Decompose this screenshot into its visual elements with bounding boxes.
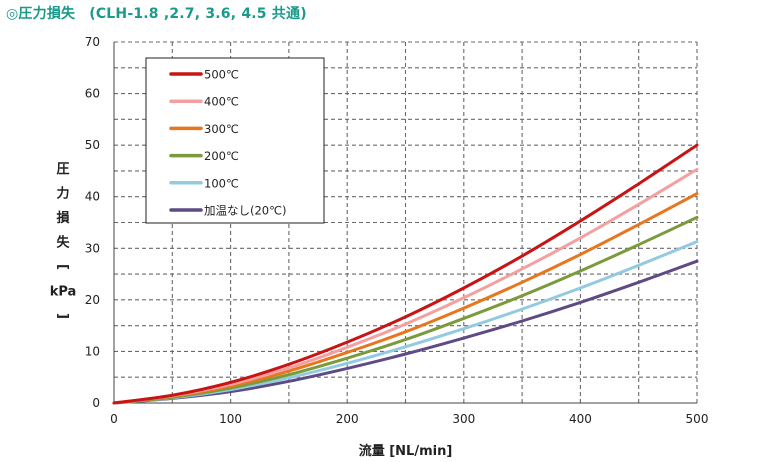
x-axis-title: 流量 [NL/min] (359, 443, 453, 459)
legend-label: 300℃ (204, 122, 239, 136)
y-axis-title-char: 損 (56, 210, 70, 226)
y-tick-label: 30 (85, 241, 100, 255)
y-tick-label: 10 (85, 344, 100, 358)
x-tick-label: 300 (452, 412, 475, 426)
y-tick-label: 0 (92, 396, 100, 410)
chart-title-models: (CLH-1.8 ,2.7, 3.6, 4.5 共通) (89, 6, 307, 22)
y-axis-title-char: 圧 (56, 162, 69, 177)
chart-title-main: ◎圧力損失 (6, 6, 76, 22)
x-tick-label: 0 (110, 412, 118, 426)
series-lines (112, 143, 699, 405)
series-line (112, 167, 699, 405)
series-line (112, 259, 699, 405)
y-axis-title-char: 力 (56, 186, 69, 202)
y-axis-title-char: kPa (50, 285, 77, 300)
x-tick-label: 400 (569, 412, 592, 426)
legend-label: 加温なし(20℃) (204, 204, 287, 218)
x-tick-label: 500 (686, 412, 709, 426)
y-axis-title-char: 失 (56, 235, 70, 251)
y-tick-label: 70 (85, 35, 100, 49)
y-tick-label: 60 (85, 87, 100, 101)
legend-label: 500℃ (204, 68, 239, 82)
series-line (112, 215, 699, 405)
legend-label: 400℃ (204, 95, 239, 109)
legend: 500℃ 400℃ 300℃ 200℃ 100℃ 加温なし(20℃) (145, 57, 325, 224)
y-tick-label: 50 (85, 138, 100, 152)
legend-label: 200℃ (204, 149, 239, 163)
legend-label: 100℃ (204, 176, 239, 190)
legend-box (145, 57, 325, 224)
y-axis-title-bracket: [ (55, 264, 70, 270)
x-tick-label: 100 (219, 412, 242, 426)
x-tick-label: 200 (336, 412, 359, 426)
chart-title: ◎圧力損失 (CLH-1.8 ,2.7, 3.6, 4.5 共通) (6, 3, 307, 23)
axes: 0 100 200 300 400 500 0 10 20 30 40 50 60 70 (85, 35, 709, 426)
y-axis-title-bracket: ] (55, 313, 70, 319)
axis-labels: 流量 [NL/min] 圧力損失 [ kPa] (50, 162, 453, 459)
series-line (112, 143, 699, 405)
y-tick-label: 20 (85, 293, 100, 307)
y-tick-label: 40 (85, 190, 100, 204)
